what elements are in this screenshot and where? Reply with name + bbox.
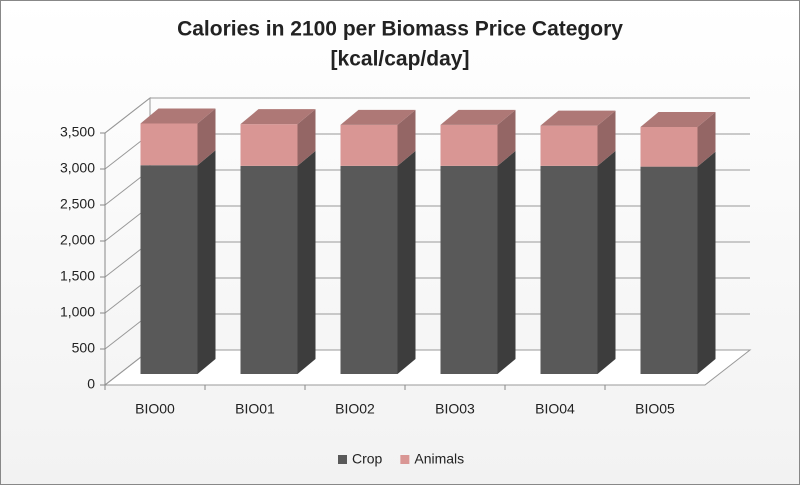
legend-swatch [338, 455, 347, 464]
y-tick-label: 0 [87, 376, 95, 392]
bar-front [440, 165, 498, 374]
chart-title: Calories in 2100 per Biomass Price Categ… [177, 18, 623, 41]
bar-segment [640, 151, 716, 374]
bar-segment [240, 109, 316, 166]
bar-front [540, 165, 598, 374]
y-tick-label: 500 [72, 340, 96, 356]
bar-segment [140, 108, 216, 166]
bar-side [597, 150, 616, 374]
bar-side [397, 109, 416, 166]
bar-segment [440, 109, 516, 166]
bar-front [640, 166, 698, 374]
bar-front [140, 123, 198, 166]
bar-top [240, 109, 316, 125]
y-tick-label: 1,500 [60, 268, 95, 284]
bar-front [140, 165, 198, 374]
bar-top [440, 109, 516, 125]
y-tick-label: 2,000 [60, 232, 95, 248]
bar-side [697, 112, 716, 167]
bar-front [340, 124, 398, 166]
bar-front [240, 165, 298, 374]
x-tick-label: BIO04 [535, 401, 575, 417]
chart-subtitle: [kcal/cap/day] [331, 48, 470, 71]
legend-label: Crop [352, 451, 383, 467]
bar-segment [540, 150, 616, 374]
bar-segment [140, 150, 216, 374]
bar-segment [340, 109, 416, 166]
bar-top [340, 109, 416, 125]
bar-segment [340, 150, 416, 374]
x-tick-label: BIO02 [335, 401, 375, 417]
y-tick-label: 1,000 [60, 304, 95, 320]
bar-segment [540, 110, 616, 166]
grid-line [104, 97, 750, 134]
y-tick-label: 3,500 [60, 124, 95, 140]
bar-side [597, 110, 616, 166]
legend-swatch [400, 455, 410, 464]
y-tick-label: 3,000 [60, 160, 95, 176]
bar-top [140, 108, 216, 124]
bar-segment [640, 112, 716, 167]
y-tick-label: 2,500 [60, 196, 95, 212]
bar-front [540, 125, 598, 166]
x-tick-label: BIO05 [635, 401, 675, 417]
bar-side [297, 109, 316, 166]
bar-side [697, 151, 716, 374]
bar-side [197, 150, 216, 374]
bar-side [497, 150, 516, 374]
bar-front [340, 165, 398, 374]
x-tick-label: BIO00 [135, 401, 175, 417]
x-tick-label: BIO01 [235, 401, 275, 417]
bar-side [197, 108, 216, 166]
bar-side [297, 150, 316, 374]
bar-front [640, 127, 698, 167]
bar-side [497, 109, 516, 166]
bar-top [640, 112, 716, 128]
bar-front [240, 124, 298, 166]
bar-segment [440, 150, 516, 374]
bar-side [397, 150, 416, 374]
bar-top [540, 110, 616, 126]
x-tick-label: BIO03 [435, 401, 475, 417]
bar-segment [240, 150, 316, 374]
legend-label: Animals [414, 451, 464, 467]
bar-front [440, 124, 498, 166]
